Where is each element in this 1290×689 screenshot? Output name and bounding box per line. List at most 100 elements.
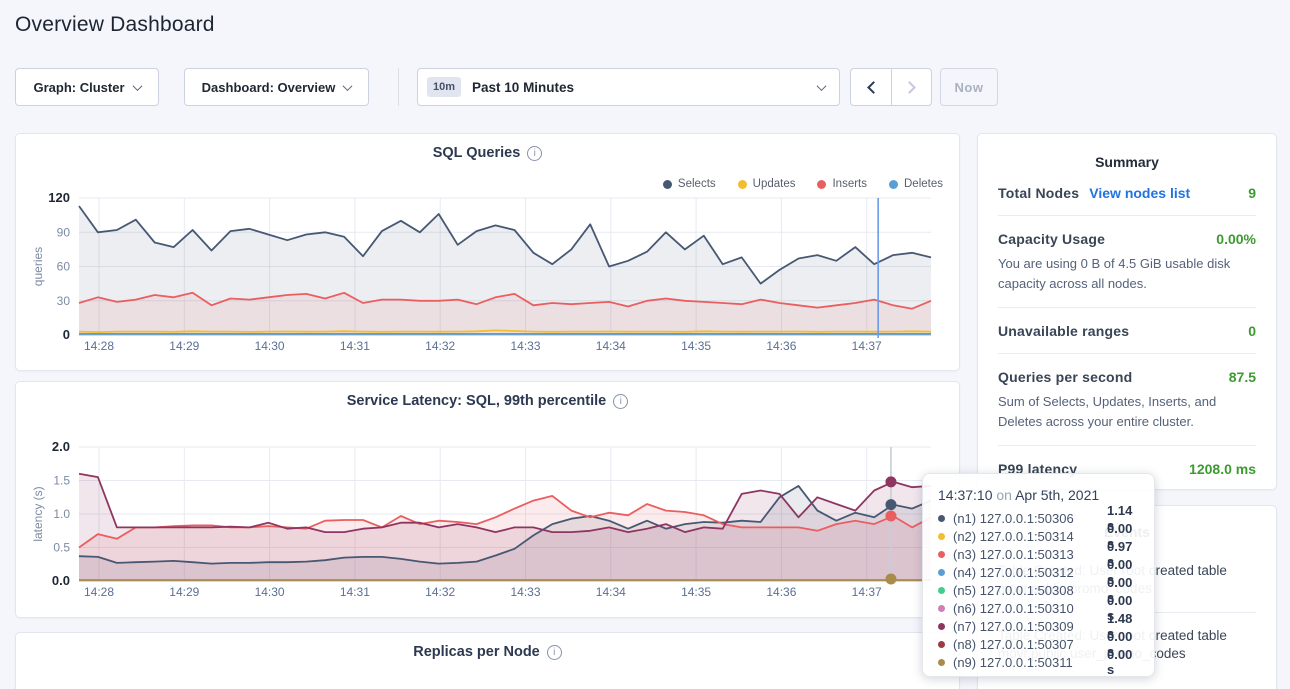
time-prev-button[interactable] [850,68,891,106]
x-axis-tick-label: 14:32 [425,585,455,599]
y-axis-tick-label: 2.0 [52,439,70,454]
summary-panel: Summary Total Nodes View nodes list 9 Ca… [977,133,1277,490]
x-axis-tick-label: 14:34 [596,585,626,599]
series-color-dot-icon [938,515,945,522]
tooltip-timestamp: 14:37:10 on Apr 5th, 2021 [938,487,1140,503]
view-nodes-list-link[interactable]: View nodes list [1089,185,1190,201]
series-color-dot-icon [938,623,945,630]
sql-queries-chart[interactable]: 14:2814:2914:3014:3114:3214:3314:3414:35… [16,134,959,370]
service-latency-chart[interactable]: 14:2814:2914:3014:3114:3214:3314:3414:35… [16,382,959,617]
controls-divider [398,68,399,106]
tooltip-node-address: (n6) 127.0.0.1:50310 [953,601,1099,616]
y-axis-tick-label: 60 [57,260,71,274]
summary-row-unavailable-ranges: Unavailable ranges 0 [998,308,1256,354]
y-axis-tick-label: 1.0 [53,507,70,521]
x-axis-tick-label: 14:28 [84,339,114,353]
tooltip-time: 14:37:10 [938,487,993,503]
chevron-down-icon [817,81,827,91]
y-axis-tick-label: 0.0 [52,573,70,588]
sql-queries-panel: SQL Queries i SelectsUpdatesInsertsDelet… [15,133,960,371]
x-axis-tick-label: 14:30 [255,339,285,353]
y-axis-label: latency (s) [31,486,45,541]
x-axis-tick-label: 14:32 [425,339,455,353]
summary-value: 9 [1248,185,1256,201]
y-axis-tick-label: 0 [63,327,70,342]
summary-value: 87.5 [1229,369,1256,385]
summary-row-total-nodes: Total Nodes View nodes list 9 [998,170,1256,216]
tooltip-node-address: (n2) 127.0.0.1:50314 [953,529,1099,544]
summary-value: 0.00% [1216,231,1256,247]
x-axis-tick-label: 14:29 [169,339,199,353]
y-axis-tick-label: 120 [48,190,70,205]
dashboard-selector-dropdown[interactable]: Dashboard: Overview [184,68,369,106]
chevron-down-icon [343,81,353,91]
x-axis-tick-label: 14:35 [681,339,711,353]
y-axis-tick-label: 30 [57,294,71,308]
replicas-per-node-title: Replicas per Node i [16,644,959,660]
series-color-dot-icon [938,605,945,612]
y-axis-tick-label: 0.5 [53,541,70,555]
y-axis-label: queries [31,247,45,286]
graph-selector-label: Graph: Cluster [33,80,124,95]
series-color-dot-icon [938,641,945,648]
series-color-dot-icon [938,587,945,594]
tooltip-node-address: (n3) 127.0.0.1:50313 [953,547,1099,562]
graph-selector-dropdown[interactable]: Graph: Cluster [15,68,159,106]
tooltip-node-address: (n9) 127.0.0.1:50311 [953,655,1099,670]
x-axis-tick-label: 14:37 [852,339,882,353]
x-axis-tick-label: 14:35 [681,585,711,599]
y-axis-tick-label: 1.5 [53,474,70,488]
summary-label: Total Nodes [998,185,1079,201]
time-range-label: Past 10 Minutes [472,80,574,95]
tooltip-rows: (n1) 127.0.0.1:50306 1.14 s (n2) 127.0.0… [938,509,1140,671]
time-next-button[interactable] [891,68,932,106]
crosshair-dot [885,573,896,584]
series-color-dot-icon [938,533,945,540]
tooltip-node-address: (n8) 127.0.0.1:50307 [953,637,1099,652]
chart-title-text: Replicas per Node [413,644,540,660]
chevron-left-icon [867,81,880,94]
series-color-dot-icon [938,551,945,558]
page-title: Overview Dashboard [15,13,215,37]
now-button[interactable]: Now [940,68,998,106]
time-pager [850,68,932,106]
chevron-down-icon [132,81,142,91]
crosshair-dot [885,511,896,522]
replicas-per-node-panel: Replicas per Node i [15,632,960,689]
tooltip-node-address: (n7) 127.0.0.1:50309 [953,619,1099,634]
summary-label: Capacity Usage [998,231,1105,247]
chevron-right-icon [903,81,916,94]
x-axis-tick-label: 14:28 [84,585,114,599]
tooltip-on: on [996,487,1012,503]
info-icon[interactable]: i [547,645,562,660]
x-axis-tick-label: 14:37 [852,585,882,599]
tooltip-node-address: (n5) 127.0.0.1:50308 [953,583,1099,598]
time-range-badge: 10m [427,77,461,97]
summary-label: Unavailable ranges [998,323,1129,339]
summary-row-queries-per-second: Queries per second 87.5 Sum of Selects, … [998,354,1256,446]
crosshair-dot [885,476,896,487]
chart-hover-tooltip: 14:37:10 on Apr 5th, 2021 (n1) 127.0.0.1… [922,473,1155,677]
summary-title: Summary [978,134,1276,170]
summary-description: Sum of Selects, Updates, Inserts, and De… [998,392,1256,431]
x-axis-tick-label: 14:33 [510,585,540,599]
x-axis-tick-label: 14:36 [766,585,796,599]
x-axis-tick-label: 14:30 [255,585,285,599]
x-axis-tick-label: 14:31 [340,339,370,353]
dashboard-controls: Graph: Cluster Dashboard: Overview 10m P… [0,68,1290,106]
time-range-dropdown[interactable]: 10m Past 10 Minutes [417,68,840,106]
service-latency-panel: Service Latency: SQL, 99th percentile i … [15,381,960,618]
summary-value: 0 [1248,323,1256,339]
series-color-dot-icon [938,569,945,576]
tooltip-node-latency: 0.00 s [1107,647,1140,677]
series-color-dot-icon [938,659,945,666]
tooltip-node-address: (n1) 127.0.0.1:50306 [953,511,1099,526]
tooltip-node-address: (n4) 127.0.0.1:50312 [953,565,1099,580]
summary-row-capacity-usage: Capacity Usage 0.00% You are using 0 B o… [998,216,1256,308]
summary-description: You are using 0 B of 4.5 GiB usable disk… [998,254,1256,293]
y-axis-tick-label: 90 [57,225,71,239]
dashboard-selector-label: Dashboard: Overview [202,80,336,95]
summary-value: 1208.0 ms [1189,461,1256,477]
x-axis-tick-label: 14:33 [510,339,540,353]
tooltip-date: Apr 5th, 2021 [1015,487,1099,503]
